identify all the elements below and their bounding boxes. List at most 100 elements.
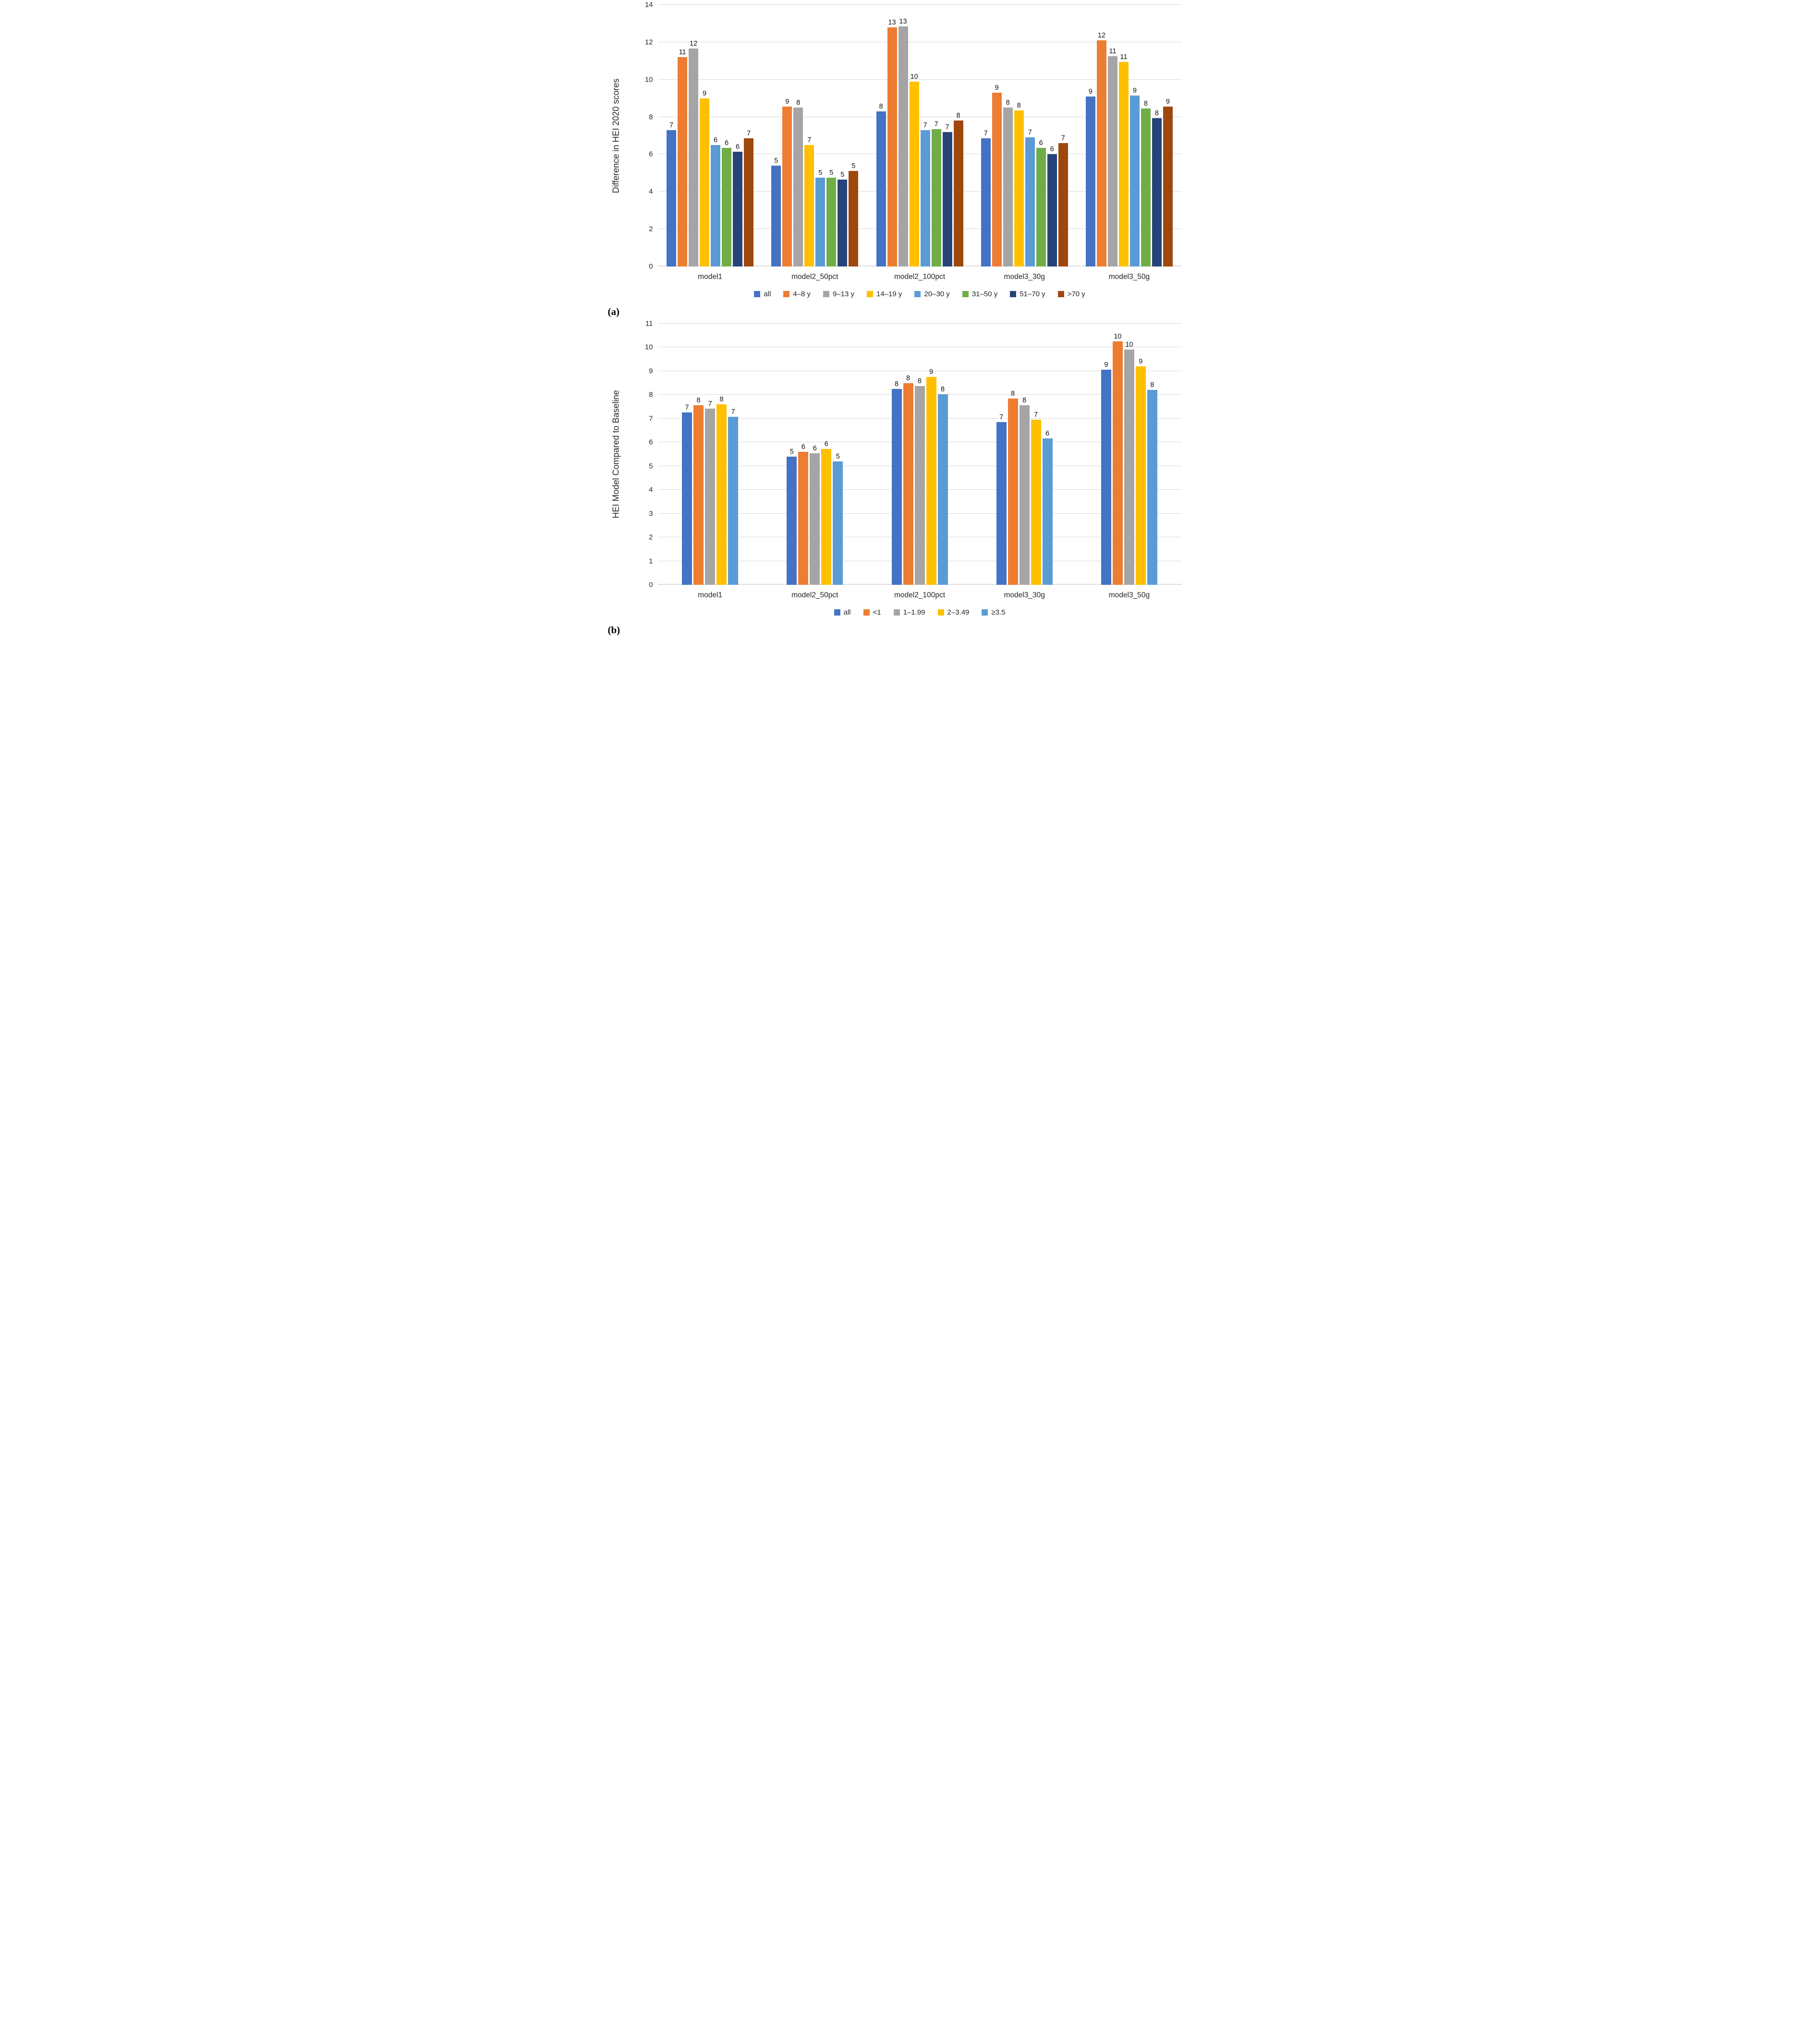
bar-value-label: 9 <box>703 89 707 97</box>
bar-31–50 y-model2_100pct <box>931 129 941 266</box>
y-tick-label-2: 2 <box>649 225 653 233</box>
gridline-y-4 <box>657 191 1182 192</box>
bar-14–19 y-model3_50g <box>1118 61 1129 266</box>
bar-4–8 y-model3_30g <box>992 92 1002 266</box>
bar-slot: 8 <box>793 5 803 266</box>
bar-slot: 6 <box>733 5 743 266</box>
bar-group-model2_100pct: 8 13 13 10 7 7 7 8 <box>867 5 972 266</box>
figure-page: Difference in HEI 2020 scores 0 2 4 6 8 10 12 1… <box>599 0 1198 681</box>
bar-slot: 7 <box>942 5 952 266</box>
y-tick-label-0: 0 <box>649 262 653 271</box>
bar-slot: 7 <box>804 5 814 266</box>
legend-item-≥3.5: ≥3.5 <box>982 608 1006 617</box>
bar-slot: 12 <box>1096 5 1106 266</box>
bar-slot: 11 <box>1107 5 1117 266</box>
bar-value-label: 7 <box>747 130 751 138</box>
bar-all-model2_100pct <box>891 389 902 585</box>
bar-9–13 y-model3_30g <box>1003 108 1013 266</box>
bar-slot: 8 <box>1014 5 1024 266</box>
legend-label: 1–1.99 <box>903 608 925 617</box>
bar-all-model2_100pct <box>876 111 886 266</box>
bar-all-model1 <box>667 130 677 266</box>
bar-value-label: 8 <box>696 396 701 404</box>
bar-slot: 10 <box>1124 324 1134 585</box>
bar-slot: 8 <box>1003 5 1013 266</box>
bar-51–70 y-model2_50pct <box>838 179 848 266</box>
bar-value-label: 6 <box>801 443 805 451</box>
category-label-model2_100pct: model2_100pct <box>894 273 945 281</box>
bar-value-label: 9 <box>1139 358 1143 366</box>
bar-slot: 8 <box>1152 5 1162 266</box>
bar-value-label: 12 <box>1097 31 1105 39</box>
bar-value-label: 7 <box>1034 411 1038 419</box>
bar-slot: 8 <box>914 324 925 585</box>
bar-value-label: 6 <box>736 143 740 151</box>
bar-group-model1: 7 11 12 9 6 6 6 7 <box>658 5 763 266</box>
category-label-model3_50g: model3_50g <box>1108 273 1150 281</box>
bar-slot: 9 <box>1085 5 1095 266</box>
bar-2–3.49-model1 <box>716 404 727 585</box>
legend-item-51–70 y: 51–70 y <box>1010 290 1045 298</box>
chart-a-y-axis-title-text: Difference in HEI 2020 scores <box>611 78 620 193</box>
bar-slot: 13 <box>887 5 897 266</box>
bar-31–50 y-model3_50g <box>1141 109 1151 266</box>
bar-slot: 5 <box>826 5 837 266</box>
bar-value-label: 7 <box>923 121 927 129</box>
bar-all-model2_50pct <box>771 165 781 266</box>
bar-value-label: 8 <box>1006 99 1010 107</box>
y-tick-label-14: 14 <box>644 0 653 9</box>
bar-value-label: 5 <box>829 169 834 177</box>
y-tick-label-3: 3 <box>649 509 653 518</box>
bar-slot: 6 <box>810 324 820 585</box>
category-label-model3_30g: model3_30g <box>1004 273 1045 281</box>
legend-swatch-icon <box>893 609 900 616</box>
bar-slot: 7 <box>1058 5 1068 266</box>
legend-swatch-icon <box>863 609 870 616</box>
bar-slot: 7 <box>981 5 991 266</box>
legend-label: all <box>843 608 851 617</box>
bar-value-label: 13 <box>899 17 907 25</box>
bar-slot: 9 <box>1135 324 1146 585</box>
legend-label: 4–8 y <box>793 290 811 298</box>
legend-item-20–30 y: 20–30 y <box>914 290 950 298</box>
gridline-y-14 <box>657 4 1182 5</box>
bar-groups: 7 8 7 8 7 5 6 6 6 5 8 8 8 9 8 7 8 8 7 6 9 10 10 9 8 <box>658 324 1182 585</box>
bar-slot: 7 <box>744 5 754 266</box>
bar-value-label: 7 <box>708 400 712 408</box>
bar-<1-model2_100pct <box>903 383 913 585</box>
legend-item-14–19 y: 14–19 y <box>867 290 902 298</box>
chart-b-y-axis-title-text: HEI Model Compared to Baseline <box>611 390 620 519</box>
bar-value-label: 9 <box>1104 361 1108 369</box>
bar-slot: 7 <box>667 5 677 266</box>
bar-value-label: 8 <box>894 380 899 388</box>
bar-slot: 6 <box>798 324 809 585</box>
legend-swatch-icon <box>914 291 921 297</box>
bar-≥3.5-model3_30g <box>1042 438 1053 585</box>
bar-slot: 8 <box>1141 5 1151 266</box>
bar-value-label: 7 <box>999 413 1004 422</box>
bar-slot: 7 <box>728 324 739 585</box>
bar-value-label: 5 <box>851 162 856 170</box>
bar-51–70 y-model1 <box>733 151 743 266</box>
bar-≥3.5-model1 <box>728 417 739 585</box>
bar-all-model1 <box>682 412 692 585</box>
legend-item-4–8 y: 4–8 y <box>783 290 811 298</box>
bar-all-model3_30g <box>996 422 1007 585</box>
bar-slot: 10 <box>1112 324 1123 585</box>
legend-item-all: all <box>834 608 851 617</box>
category-label-model1: model1 <box>698 591 723 599</box>
bar-slot: 11 <box>1118 5 1129 266</box>
panel-a-tag: (a) <box>607 306 620 317</box>
bar->70 y-model1 <box>744 138 754 266</box>
bar-value-label: 10 <box>910 73 918 81</box>
y-tick-label-4: 4 <box>649 187 653 196</box>
bar-slot: 7 <box>920 5 930 266</box>
bar-slot: 8 <box>876 5 886 266</box>
bar-slot: 9 <box>1129 5 1140 266</box>
bar-group-model3_50g: 9 10 10 9 8 <box>1077 324 1181 585</box>
chart-a-y-axis-title: Difference in HEI 2020 scores <box>599 5 633 266</box>
y-tick-label-9: 9 <box>649 367 653 375</box>
chart-a-y-axis: 0 2 4 6 8 10 12 14 <box>633 1 658 271</box>
bar-slot: 5 <box>787 324 797 585</box>
